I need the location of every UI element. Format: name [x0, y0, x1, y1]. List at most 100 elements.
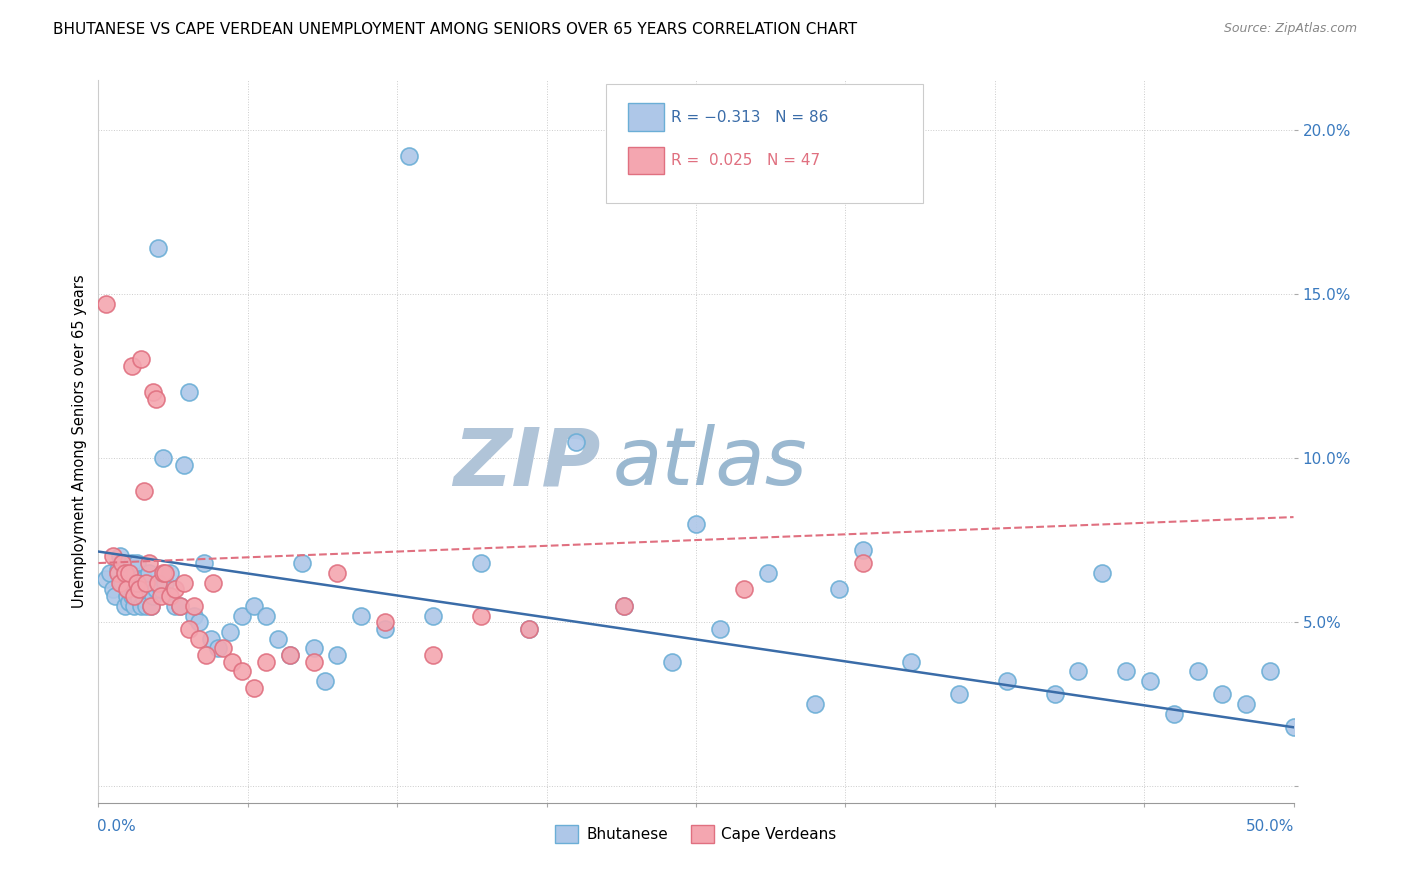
- Point: [132, 573, 155, 587]
- Point: [139, 599, 162, 613]
- Point: [108, 549, 131, 564]
- FancyBboxPatch shape: [606, 84, 922, 203]
- Point: [145, 392, 167, 406]
- Point: [315, 674, 337, 689]
- Point: [124, 589, 146, 603]
- Point: [709, 622, 731, 636]
- Point: [350, 608, 373, 623]
- Point: [1211, 687, 1233, 701]
- Point: [613, 599, 636, 613]
- Point: [278, 648, 301, 662]
- Point: [756, 566, 779, 580]
- Point: [163, 599, 186, 613]
- Point: [1139, 674, 1161, 689]
- Point: [278, 648, 301, 662]
- Point: [326, 648, 349, 662]
- Point: [132, 592, 155, 607]
- Text: R =  0.025   N = 47: R = 0.025 N = 47: [671, 153, 820, 168]
- Legend: Bhutanese, Cape Verdeans: Bhutanese, Cape Verdeans: [550, 819, 842, 849]
- Point: [1115, 665, 1137, 679]
- Point: [374, 622, 396, 636]
- Point: [852, 542, 875, 557]
- Point: [517, 622, 540, 636]
- Point: [155, 575, 177, 590]
- FancyBboxPatch shape: [628, 103, 664, 131]
- Point: [114, 566, 136, 580]
- Point: [142, 589, 165, 603]
- Point: [661, 655, 683, 669]
- Point: [243, 599, 266, 613]
- Point: [135, 575, 157, 590]
- Point: [422, 648, 444, 662]
- Point: [118, 582, 141, 597]
- Point: [135, 599, 157, 613]
- Point: [101, 549, 124, 564]
- Point: [169, 599, 191, 613]
- Point: [125, 556, 148, 570]
- Point: [118, 595, 141, 609]
- Point: [219, 625, 242, 640]
- Point: [142, 385, 165, 400]
- Point: [152, 566, 174, 580]
- Point: [302, 655, 325, 669]
- Point: [155, 566, 177, 580]
- Point: [613, 599, 636, 613]
- Point: [517, 622, 540, 636]
- Point: [111, 556, 134, 570]
- Point: [243, 681, 266, 695]
- Point: [131, 352, 153, 367]
- Point: [183, 599, 205, 613]
- Point: [107, 566, 129, 580]
- Point: [148, 575, 170, 590]
- Point: [254, 608, 277, 623]
- Point: [326, 566, 349, 580]
- Point: [207, 641, 229, 656]
- Point: [101, 582, 124, 597]
- Point: [267, 632, 290, 646]
- Point: [193, 556, 215, 570]
- Point: [108, 575, 131, 590]
- Text: ZIP: ZIP: [453, 425, 600, 502]
- Point: [173, 575, 195, 590]
- Point: [470, 556, 492, 570]
- Point: [1067, 665, 1090, 679]
- Point: [149, 589, 172, 603]
- Point: [94, 573, 117, 587]
- Point: [121, 359, 143, 373]
- Point: [1043, 687, 1066, 701]
- Point: [221, 655, 243, 669]
- Point: [470, 608, 492, 623]
- Point: [733, 582, 755, 597]
- Point: [852, 556, 875, 570]
- Point: [138, 556, 160, 570]
- Point: [179, 385, 201, 400]
- Point: [128, 592, 150, 607]
- Point: [94, 296, 117, 310]
- Point: [169, 599, 191, 613]
- Point: [1187, 665, 1209, 679]
- Point: [302, 641, 325, 656]
- Point: [398, 149, 420, 163]
- Point: [231, 608, 253, 623]
- Point: [135, 582, 157, 597]
- Point: [128, 573, 150, 587]
- FancyBboxPatch shape: [628, 147, 664, 174]
- Point: [107, 563, 129, 577]
- Point: [111, 575, 134, 590]
- Point: [211, 641, 233, 656]
- Point: [115, 573, 138, 587]
- Point: [202, 575, 225, 590]
- Point: [685, 516, 707, 531]
- Text: 50.0%: 50.0%: [1246, 819, 1295, 834]
- Point: [124, 589, 146, 603]
- Point: [124, 599, 146, 613]
- Point: [125, 575, 148, 590]
- Point: [948, 687, 970, 701]
- Text: Source: ZipAtlas.com: Source: ZipAtlas.com: [1223, 22, 1357, 36]
- Point: [121, 589, 143, 603]
- Point: [173, 458, 195, 472]
- Point: [804, 698, 827, 712]
- Text: 0.0%: 0.0%: [97, 819, 136, 834]
- Point: [115, 589, 138, 603]
- Point: [1234, 698, 1257, 712]
